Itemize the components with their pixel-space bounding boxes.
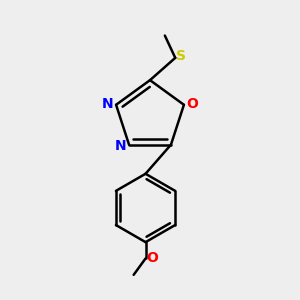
Text: N: N <box>102 97 114 111</box>
Text: S: S <box>176 50 186 63</box>
Text: O: O <box>146 251 158 266</box>
Text: O: O <box>186 97 198 111</box>
Text: N: N <box>115 139 127 153</box>
